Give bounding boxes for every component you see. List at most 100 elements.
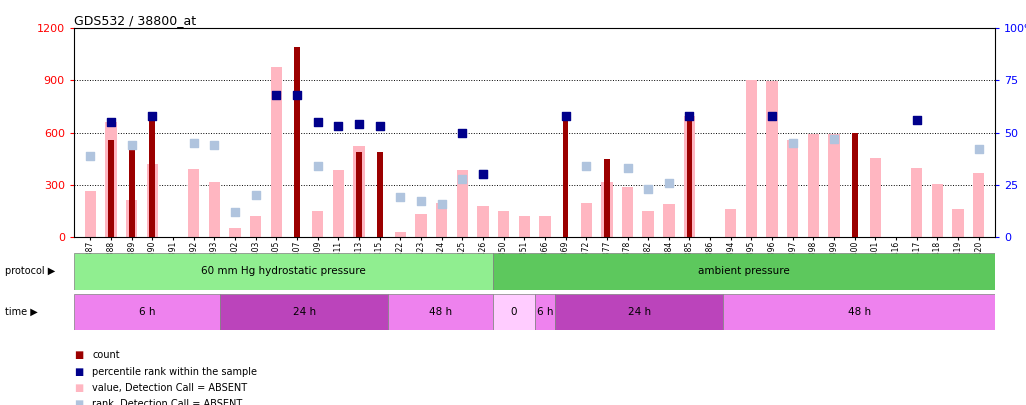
Bar	[388, 294, 492, 330]
Bar	[477, 206, 488, 237]
Point	[412, 198, 429, 205]
Bar	[271, 68, 282, 237]
Bar	[294, 47, 300, 237]
Bar	[150, 115, 155, 237]
Point	[330, 123, 347, 130]
Bar	[147, 164, 158, 237]
Bar	[535, 294, 555, 330]
Point	[371, 123, 388, 130]
Bar	[188, 169, 199, 237]
Bar	[457, 170, 468, 237]
Bar	[604, 159, 609, 237]
Bar	[85, 191, 96, 237]
Bar	[932, 184, 943, 237]
Text: 48 h: 48 h	[429, 307, 451, 317]
Bar	[356, 152, 362, 237]
Text: count: count	[92, 350, 120, 360]
Bar	[852, 133, 858, 237]
Bar	[332, 170, 344, 237]
Bar	[683, 116, 696, 237]
Bar	[642, 211, 654, 237]
Point	[475, 171, 491, 178]
Bar	[601, 182, 613, 237]
Point	[475, 171, 491, 178]
Bar	[581, 202, 592, 237]
Bar	[498, 211, 509, 237]
Bar	[492, 294, 535, 330]
Bar	[108, 140, 114, 237]
Point	[681, 113, 698, 119]
Point	[455, 130, 471, 136]
Text: ■: ■	[74, 383, 83, 393]
Text: 6 h: 6 h	[537, 307, 553, 317]
Point	[247, 192, 264, 198]
Bar	[395, 232, 406, 237]
Point	[310, 163, 326, 169]
Bar	[686, 120, 693, 237]
Bar	[230, 228, 241, 237]
Bar	[416, 214, 427, 237]
Bar	[952, 209, 963, 237]
Text: 0: 0	[510, 307, 517, 317]
Bar	[562, 120, 568, 237]
Bar	[106, 122, 117, 237]
Bar	[126, 200, 137, 237]
Bar	[436, 203, 447, 237]
Point	[288, 92, 305, 98]
Point	[310, 119, 326, 126]
Point	[145, 113, 161, 119]
Point	[123, 142, 140, 148]
Bar	[663, 204, 674, 237]
Text: 24 h: 24 h	[628, 307, 650, 317]
Point	[578, 163, 594, 169]
Bar	[828, 134, 839, 237]
Text: ■: ■	[74, 399, 83, 405]
Bar	[787, 141, 798, 237]
Point	[971, 146, 987, 153]
Point	[764, 113, 781, 119]
Text: 24 h: 24 h	[292, 307, 316, 317]
Bar	[74, 253, 492, 290]
Bar	[870, 158, 881, 237]
Bar	[312, 211, 323, 237]
Bar	[622, 188, 633, 237]
Bar	[540, 216, 551, 237]
Point	[392, 194, 408, 200]
Text: ■: ■	[74, 350, 83, 360]
Bar	[723, 294, 995, 330]
Bar	[973, 173, 984, 237]
Point	[557, 113, 574, 119]
Point	[227, 209, 243, 215]
Point	[351, 121, 367, 128]
Text: ■: ■	[74, 367, 83, 377]
Text: 48 h: 48 h	[847, 307, 871, 317]
Bar	[208, 182, 220, 237]
Bar	[377, 152, 383, 237]
Text: percentile rank within the sample: percentile rank within the sample	[92, 367, 258, 377]
Bar	[807, 134, 819, 237]
Point	[785, 140, 801, 146]
Text: value, Detection Call = ABSENT: value, Detection Call = ABSENT	[92, 383, 247, 393]
Text: ambient pressure: ambient pressure	[698, 266, 790, 276]
Bar	[250, 216, 262, 237]
Bar	[353, 146, 364, 237]
Bar	[766, 81, 778, 237]
Text: 60 mm Hg hydrostatic pressure: 60 mm Hg hydrostatic pressure	[201, 266, 365, 276]
Text: GDS532 / 38800_at: GDS532 / 38800_at	[74, 14, 196, 27]
Bar	[518, 216, 529, 237]
Bar	[555, 294, 723, 330]
Bar	[746, 81, 757, 237]
Point	[826, 136, 842, 142]
Point	[268, 92, 284, 98]
Text: 6 h: 6 h	[139, 307, 155, 317]
Text: time ▶: time ▶	[5, 307, 38, 317]
Point	[620, 165, 636, 171]
Bar	[492, 253, 995, 290]
Point	[82, 152, 98, 159]
Point	[908, 117, 924, 124]
Text: rank, Detection Call = ABSENT: rank, Detection Call = ABSENT	[92, 399, 242, 405]
Point	[186, 140, 202, 146]
Bar	[725, 209, 737, 237]
Bar	[221, 294, 388, 330]
Point	[455, 175, 471, 182]
